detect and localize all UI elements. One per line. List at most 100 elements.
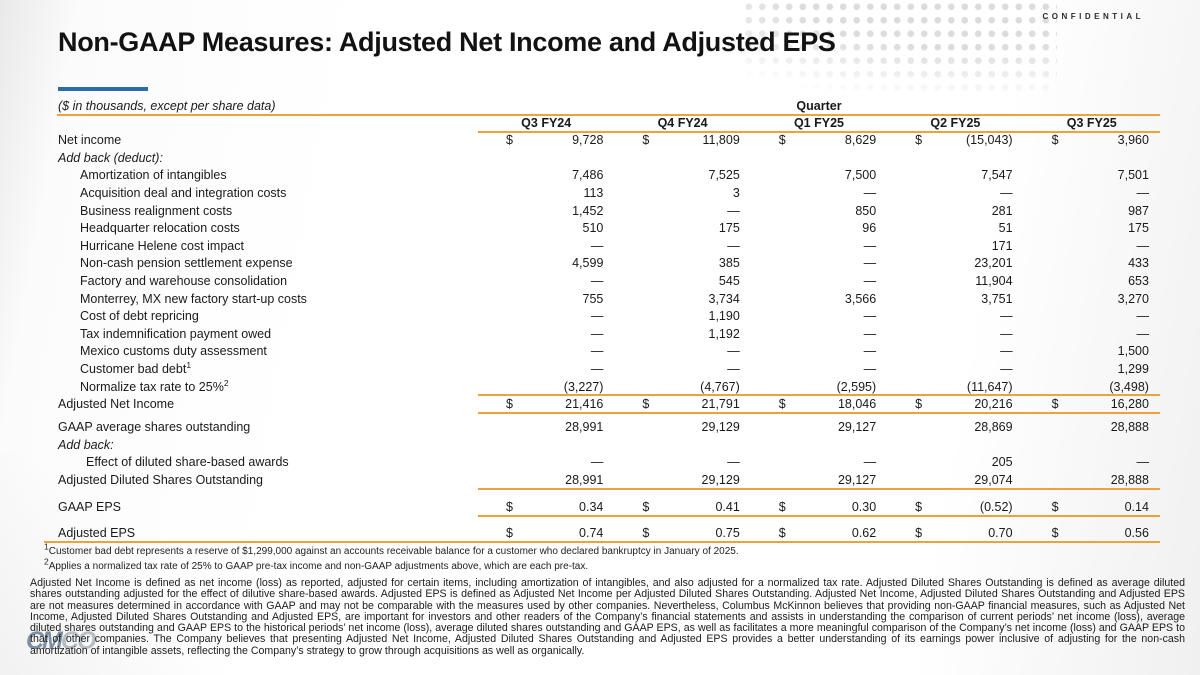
value-cell: 29,127: [751, 473, 887, 487]
column-header: Q1 FY25: [793, 116, 844, 131]
currency-symbol: $: [642, 397, 650, 412]
value-cell: 7,547: [887, 168, 1023, 182]
cell-value: 1,299: [1117, 362, 1149, 377]
non-gaap-table: ($ in thousands, except per share data) …: [44, 96, 1160, 543]
cell-value: 3,566: [844, 291, 877, 306]
value-cell: 545: [614, 274, 750, 288]
value-cell: $8,629: [751, 133, 887, 147]
value-cell: (4,767): [614, 380, 750, 394]
row-rule: [478, 394, 1160, 397]
cell-value: 3,751: [981, 291, 1013, 306]
row-label: Customer bad debt1: [80, 359, 192, 377]
table-row: Factory and warehouse consolidation — 545 —…: [44, 272, 1160, 290]
value-cell: 96: [751, 221, 887, 235]
value-cell: —: [751, 455, 887, 469]
cell-value: —: [727, 238, 740, 253]
currency-symbol: $: [778, 525, 786, 540]
table-row: Adjusted Diluted Shares Outstanding 28,99…: [44, 471, 1160, 490]
value-cell: 51: [887, 221, 1023, 235]
footnotes: 1Customer bad debt represents a reserve …: [44, 542, 739, 574]
value-cell: —: [478, 327, 614, 341]
value-cell: 29,127: [751, 420, 887, 434]
cell-value: 175: [1128, 221, 1149, 236]
value-cell: —: [751, 362, 887, 376]
value-cell: $18,046: [751, 397, 887, 411]
cell-value: 7,500: [844, 168, 877, 183]
cell-value: —: [863, 186, 877, 201]
cell-value: 7,486: [572, 168, 604, 183]
value-cell: 385: [614, 256, 750, 270]
cell-value: 7,525: [708, 168, 740, 183]
cell-value: 9,728: [572, 133, 604, 148]
cell-value: 11,809: [702, 133, 740, 148]
cell-value: —: [1000, 344, 1013, 359]
cell-value: 28,888: [1110, 473, 1149, 488]
cell-value: 510: [582, 221, 604, 236]
row-rule: [44, 540, 1160, 543]
row-label: Mexico customs duty assessment: [80, 344, 267, 359]
value-cell: —: [614, 344, 750, 358]
value-cell: 3,734: [614, 292, 750, 306]
column-header: Q3 FY24: [521, 116, 572, 131]
cell-value: —: [1000, 362, 1013, 377]
value-cell: 29,074: [887, 473, 1023, 487]
row-label: Cost of debt repricing: [80, 309, 199, 324]
table-row: Non-cash pension settlement expense 4,599…: [44, 255, 1160, 273]
value-cell: $ (15,043): [887, 133, 1023, 147]
row-label: Adjusted EPS: [58, 525, 136, 540]
value-cell: 113: [478, 186, 614, 200]
currency-symbol: $: [642, 133, 650, 148]
cell-value: 3: [732, 186, 740, 201]
value-cell: —: [614, 239, 750, 253]
cell-value: —: [1136, 309, 1149, 324]
value-cell: —: [614, 455, 750, 469]
cell-value: 545: [718, 274, 740, 289]
value-cell: 3,270: [1024, 292, 1160, 306]
value-cell: 205: [887, 455, 1023, 469]
cell-value: —: [727, 362, 740, 377]
table-row: Acquisition deal and integration costs 11…: [44, 184, 1160, 202]
currency-symbol: $: [506, 500, 513, 515]
row-label: Amortization of intangibles: [80, 168, 227, 183]
cell-value: —: [727, 344, 740, 359]
column-header: Q4 FY24: [657, 116, 708, 131]
cell-value: 1,452: [572, 203, 604, 218]
currency-symbol: $: [1051, 133, 1059, 148]
confidential-label: CONFIDENTIAL: [1042, 12, 1144, 21]
cell-value: 29,129: [701, 473, 740, 488]
value-cell: $0.30: [751, 500, 887, 514]
row-label: Hurricane Helene cost impact: [80, 238, 244, 253]
cell-value: 175: [718, 221, 740, 236]
value-cell: —: [1024, 239, 1160, 253]
value-cell: —: [1024, 186, 1160, 200]
value-cell: —: [751, 256, 887, 270]
table-row: Amortization of intangibles 7,486 7,525 7,5…: [44, 167, 1160, 185]
cell-value: 7,547: [981, 168, 1013, 183]
cell-value: (4,767): [700, 379, 740, 394]
value-cell: (11,647): [887, 380, 1023, 394]
cell-value: —: [1136, 186, 1149, 201]
value-cell: —: [887, 362, 1023, 376]
cell-value: —: [1000, 326, 1013, 341]
cell-value: 51: [998, 221, 1013, 236]
value-cell: 653: [1024, 274, 1160, 288]
cell-value: 29,127: [837, 473, 877, 488]
cell-value: —: [590, 362, 604, 377]
value-cell: $0.14: [1024, 500, 1160, 514]
row-rule: [478, 514, 1160, 517]
value-cell: —: [1024, 327, 1160, 341]
row-label: Normalize tax rate to 25%2: [80, 377, 229, 394]
value-cell: $0.70: [887, 526, 1023, 540]
cell-value: 0.41: [715, 500, 740, 515]
cell-value: 0.56: [1124, 525, 1149, 540]
table-row: Adjusted Net Income $21,416 $21,791 $18,046…: [44, 395, 1160, 414]
table-row: Tax indemnification payment owed — 1,192 — —…: [44, 325, 1160, 343]
table-row: GAAP average shares outstanding 28,991 29,…: [44, 419, 1160, 437]
cell-value: 23,201: [974, 256, 1013, 271]
currency-symbol: $: [1051, 500, 1059, 515]
units-note: ($ in thousands, except per share data): [58, 98, 276, 113]
cell-value: —: [863, 238, 877, 253]
currency-symbol: $: [915, 500, 923, 515]
value-cell: 171: [887, 239, 1023, 253]
cell-value: 0.70: [988, 525, 1013, 540]
